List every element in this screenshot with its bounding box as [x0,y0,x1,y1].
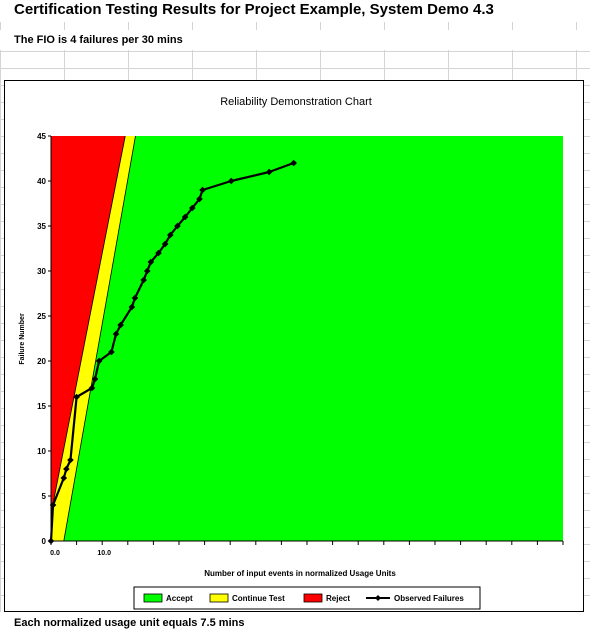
legend-swatch [143,593,163,603]
observed-failure-point [112,330,120,338]
y-tick-label: 0 [42,537,47,546]
observed-failure-point [166,231,174,239]
fio-note: The FIO is 4 failures per 30 mins [14,34,183,46]
y-tick-label: 45 [37,132,46,141]
legend-label: Accept [166,594,193,603]
x-tick-label: 10.0 [97,550,111,557]
y-tick-label: 15 [37,402,46,411]
chart-container[interactable]: Reliability Demonstration Chart 0 5 10 15 20… [4,80,584,612]
x-tick-label: 0.0 [50,550,60,557]
legend-label: Continue Test [232,594,285,603]
y-tick-label: 25 [37,312,46,321]
sheet-title: Certification Testing Results for Projec… [14,1,494,18]
legend: Accept Continue Test Reject Observed Failur… [133,586,481,610]
observed-failure-point [47,537,55,545]
legend-label: Observed Failures [394,594,464,603]
legend-swatch [209,593,229,603]
observed-failure-point [117,321,124,329]
legend-swatch [303,593,323,603]
observed-failure-point [88,384,96,392]
observed-failure-point [161,240,169,248]
y-tick-label: 20 [37,357,46,366]
observed-failure-point [128,303,136,311]
footer-note: Each normalized usage unit equals 7.5 mi… [14,617,245,629]
accept-boundary-line [63,135,136,542]
observed-failure-point [181,213,189,221]
observed-failure-point [91,375,99,383]
y-tick-label: 40 [37,177,46,186]
subtitle-row-bg [0,30,590,50]
observed-failure-point [108,348,115,356]
reject-boundary-line [50,135,126,515]
y-axis-label: Failure Number [19,313,26,365]
y-tick-label: 30 [37,267,46,276]
y-tick-label: 10 [37,447,46,456]
observed-failures-line [49,161,295,542]
observed-failure-point [49,501,57,509]
observed-failure-point [95,357,103,365]
legend-label: Reject [326,594,350,603]
observed-failure-point [189,204,196,212]
footer-row-bg [0,612,590,632]
observed-failure-point [147,258,155,266]
plot-area: 0 5 10 15 20 25 30 35 40 45 0.0 10.0 [37,132,564,557]
legend-observed-marker [375,595,381,601]
observed-failure-point [227,177,235,185]
observed-failure-point [199,186,206,194]
observed-failure-point [155,249,162,257]
y-tick-label: 5 [42,492,47,501]
observed-failure-point [290,159,297,167]
observed-failure-point [174,222,181,230]
observed-failure-point [140,276,147,284]
chart-title: Reliability Demonstration Chart [220,96,372,108]
accept-region [51,136,563,541]
observed-failure-point [143,267,151,275]
x-axis-label: Number of input events in normalized Usa… [204,569,396,578]
observed-failure-point [131,294,139,302]
reliability-chart: Reliability Demonstration Chart 0 5 10 15 20… [19,96,564,610]
observed-failure-point [265,168,273,176]
observed-failure-point [60,474,68,482]
observed-failure-point [196,195,203,203]
title-row-bg [0,0,590,22]
y-tick-label: 35 [37,222,46,231]
observed-failure-point [67,456,74,464]
observed-failure-point [73,393,80,401]
